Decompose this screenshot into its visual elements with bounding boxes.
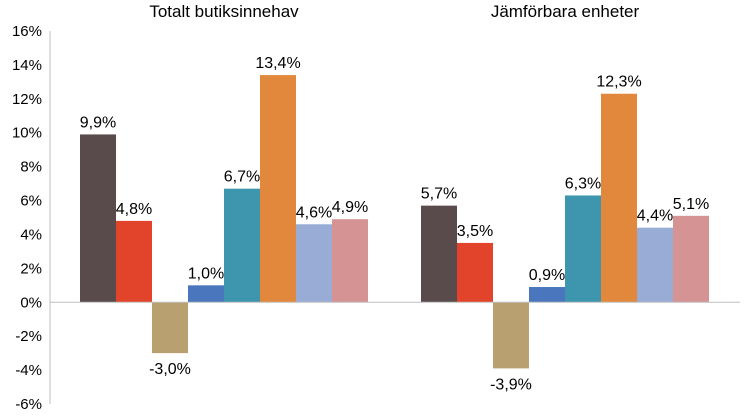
bar [637, 227, 673, 303]
data-label: -3,9% [490, 376, 532, 393]
y-tick-label: 16% [12, 23, 42, 40]
bar [565, 195, 601, 303]
bar [80, 134, 116, 303]
data-label: 13,4% [255, 55, 300, 72]
data-label: 4,4% [637, 208, 673, 225]
bar [529, 287, 565, 303]
data-label: 12,3% [596, 74, 641, 91]
bar [188, 285, 224, 303]
bar [673, 215, 709, 303]
data-label: 1,0% [188, 265, 224, 282]
y-tick-label: 10% [12, 125, 42, 142]
bar [260, 75, 296, 303]
y-tick-label: -2% [15, 328, 42, 345]
bar [457, 242, 493, 303]
data-label: 9,9% [80, 114, 116, 131]
y-tick-label: 6% [20, 193, 42, 210]
data-label: 6,7% [224, 169, 260, 186]
group-title: Jämförbara enheter [491, 2, 640, 21]
bar [332, 219, 368, 303]
data-label: -3,0% [149, 361, 191, 378]
data-label: 4,6% [296, 204, 332, 221]
y-tick-label: 2% [20, 260, 42, 277]
y-tick-label: -6% [15, 396, 42, 413]
group-title: Totalt butiksinnehav [149, 2, 299, 21]
bar [224, 188, 260, 303]
data-label: 5,1% [673, 196, 709, 213]
data-label: 4,8% [116, 201, 152, 218]
data-label: 3,5% [457, 223, 493, 240]
y-tick-label: 0% [20, 294, 42, 311]
y-tick-label: 4% [20, 226, 42, 243]
bar [116, 220, 152, 303]
data-label: 0,9% [529, 267, 565, 284]
data-label: 5,7% [421, 186, 457, 203]
bar [493, 302, 529, 369]
y-tick-label: 12% [12, 91, 42, 108]
bar [421, 205, 457, 303]
bar [296, 224, 332, 303]
bar [152, 302, 188, 354]
y-tick-label: 14% [12, 57, 42, 74]
data-label: 4,9% [332, 199, 368, 216]
bar [601, 93, 637, 303]
y-tick-label: 8% [20, 159, 42, 176]
y-tick-label: -4% [15, 362, 42, 379]
data-label: 6,3% [565, 175, 601, 192]
